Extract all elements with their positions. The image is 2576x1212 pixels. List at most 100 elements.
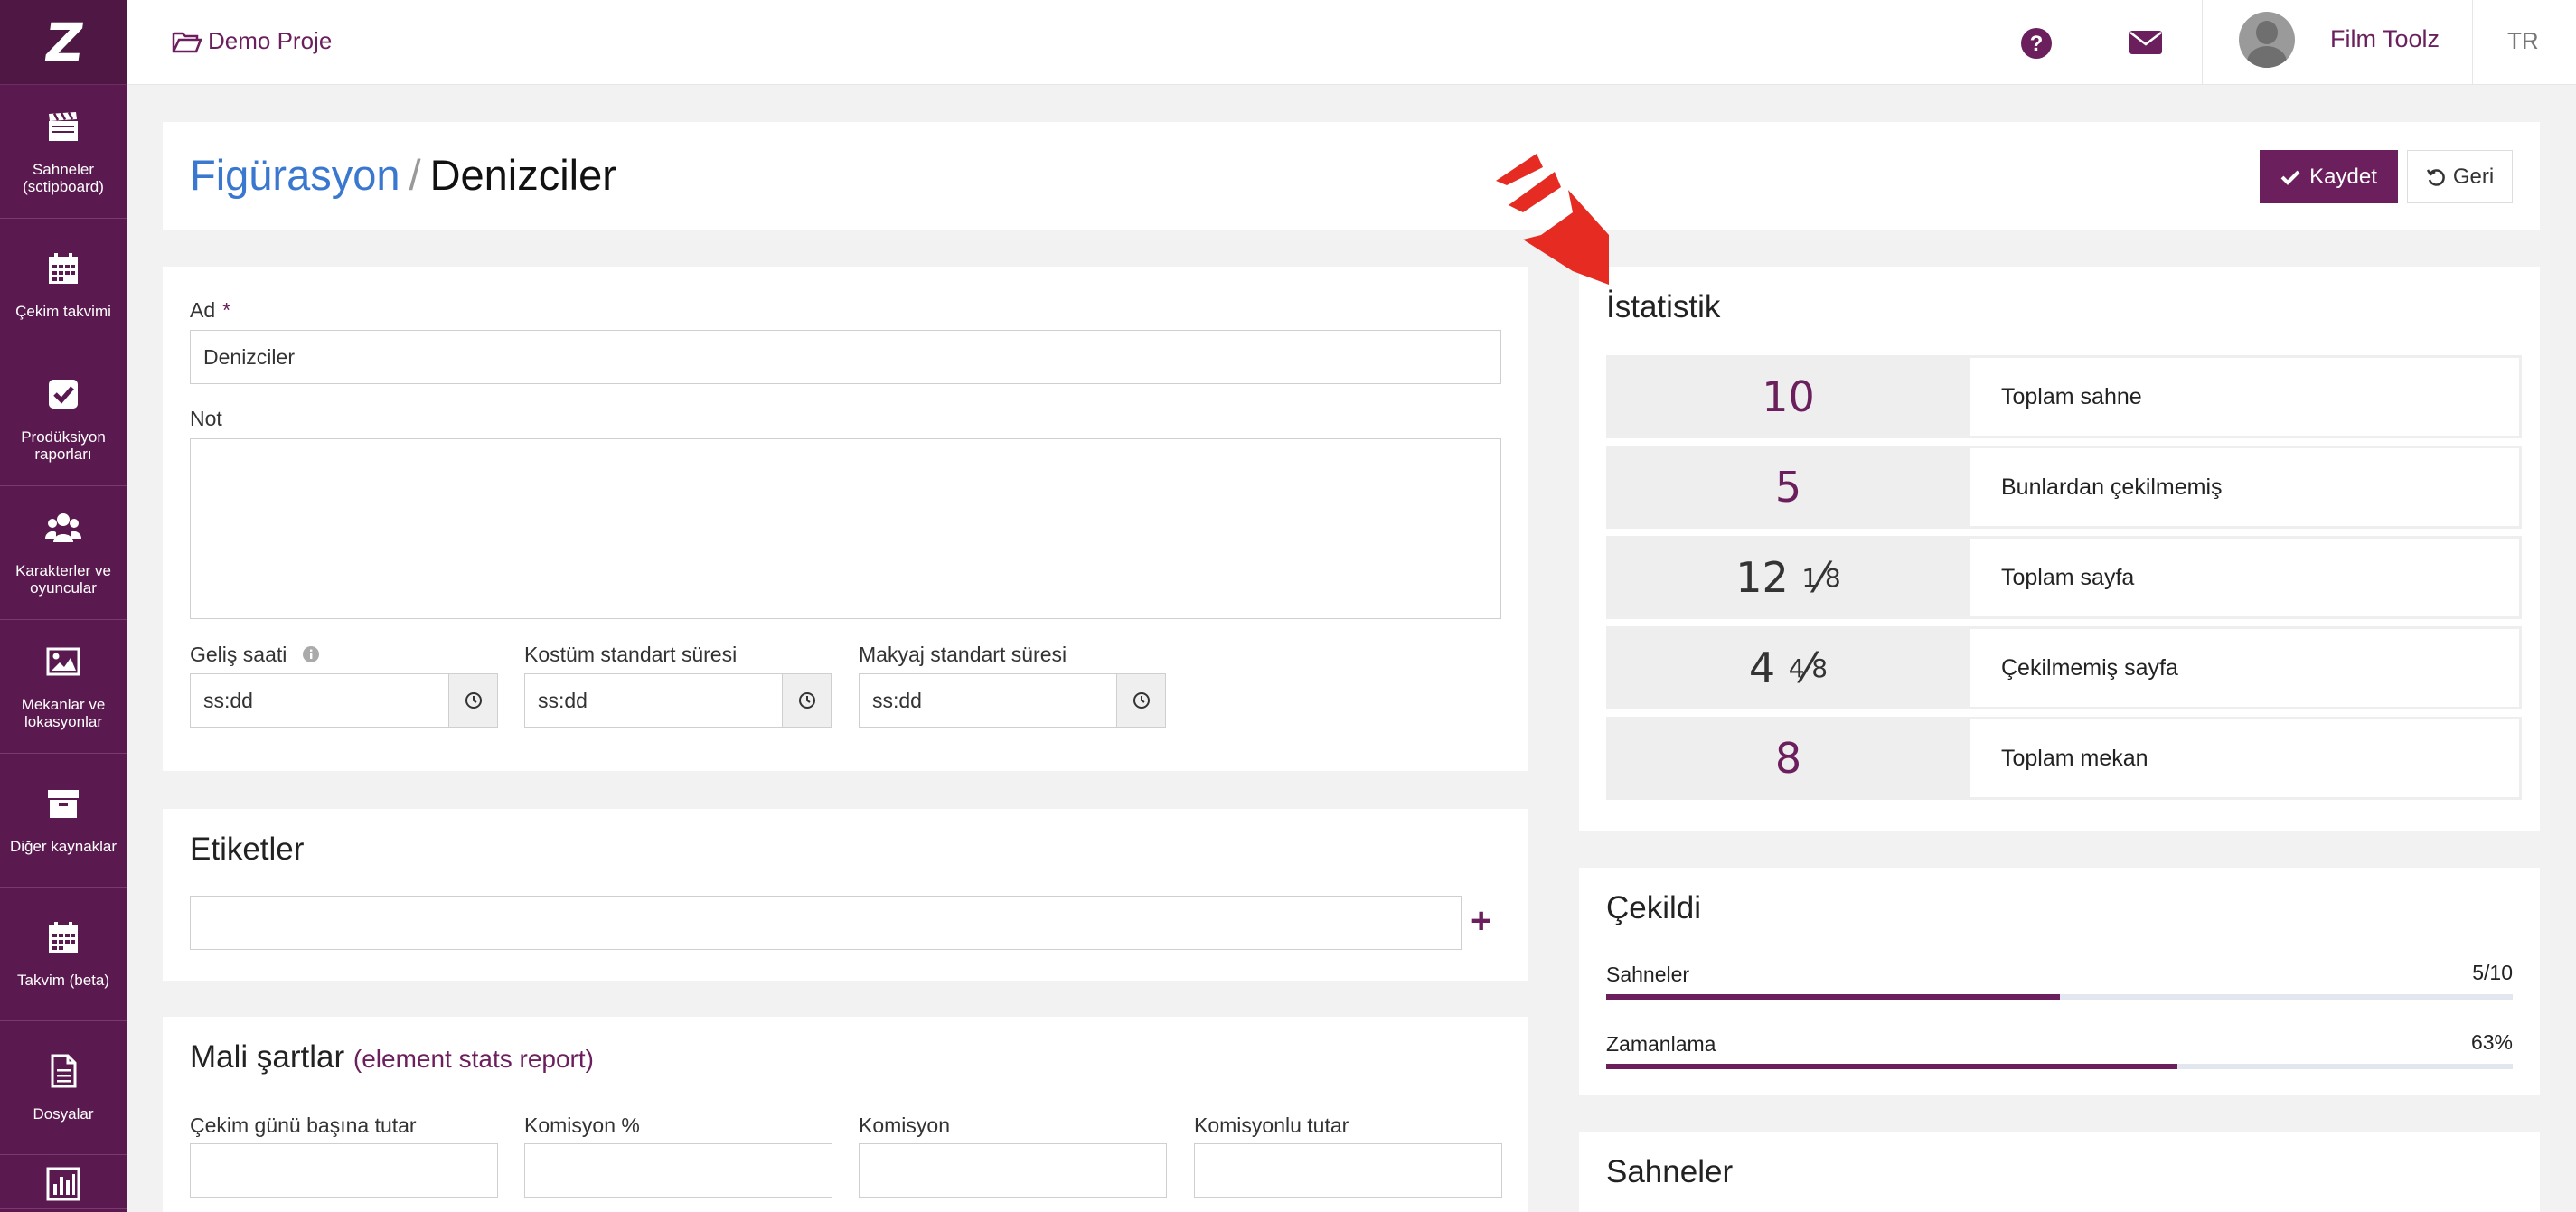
stat-row: 8 Toplam mekan (1606, 717, 2522, 800)
sidebar-item-production-reports[interactable]: Prodüksiyon raporları (0, 352, 127, 486)
required-mark: * (222, 298, 231, 322)
sidebar-item-reports[interactable] (0, 1155, 127, 1209)
costume-time-input[interactable]: ss:dd (524, 673, 783, 728)
tags-title: Etiketler (190, 831, 305, 867)
stat-value: 5 (1606, 446, 1970, 529)
scenes-progress-fill (1606, 994, 2060, 1000)
page-title: Figürasyon / Denizciler (190, 150, 616, 200)
daily-amount-input[interactable] (190, 1143, 498, 1198)
finance-title: Mali şartlar (element stats report) (190, 1039, 594, 1075)
sidebar-item-label: Mekanlar ve lokasyonlar (21, 695, 106, 730)
daily-amount-label: Çekim günü başına tutar (190, 1113, 417, 1137)
info-icon[interactable] (302, 645, 320, 663)
stat-label: Toplam mekan (1970, 717, 2522, 800)
language-selector[interactable]: TR (2507, 27, 2539, 54)
sidebar-item-label: Takvim (beta) (16, 972, 110, 989)
timing-progress-label: Zamanlama (1606, 1032, 1716, 1056)
sidebar-item-shooting-schedule[interactable]: Çekim takvimi (0, 219, 127, 352)
clapperboard-icon (49, 111, 78, 141)
clock-icon[interactable] (782, 673, 832, 728)
stat-value: 12 1 ⁄ 8 (1606, 536, 1970, 619)
shot-progress-panel (1579, 868, 2540, 1095)
timing-progress-fill (1606, 1064, 2177, 1069)
tags-panel (163, 809, 1528, 981)
file-icon (51, 1054, 77, 1088)
shot-title: Çekildi (1606, 890, 1702, 925)
back-button[interactable]: Geri (2407, 150, 2513, 203)
stat-label: Toplam sahne (1970, 355, 2522, 438)
chevron-logo-icon (1496, 154, 1609, 285)
stat-row: 10 Toplam sahne (1606, 355, 2522, 438)
element-stats-report-link[interactable]: (element stats report) (353, 1045, 594, 1073)
sidebar-item-locations[interactable]: Mekanlar ve lokasyonlar (0, 620, 127, 754)
arrival-time-input[interactable]: ss:dd (190, 673, 449, 728)
timing-progress-value: 63% (2470, 1030, 2513, 1054)
top-bar: Demo Proje ? Film Toolz TR (127, 0, 2576, 85)
clock-icon[interactable] (1116, 673, 1166, 728)
stat-label: Bunlardan çekilmemiş (1970, 446, 2522, 529)
add-tag-button[interactable]: + (1471, 901, 1492, 941)
stat-label: Toplam sayfa (1970, 536, 2522, 619)
sidebar-item-files[interactable]: Dosyalar (0, 1021, 127, 1155)
divider (2472, 0, 2473, 85)
commission-amount-label: Komisyonlu tutar (1194, 1113, 1349, 1137)
app-logo[interactable]: Z (0, 0, 127, 85)
timing-progress-bar (1606, 1064, 2513, 1069)
avatar[interactable] (2239, 12, 2295, 68)
sidebar-item-other-resources[interactable]: Diğer kaynaklar (0, 754, 127, 888)
checkbox-icon (49, 379, 78, 409)
commission-percent-input[interactable] (524, 1143, 832, 1198)
breadcrumb-current: Denizciler (429, 151, 616, 199)
commission-amount-input[interactable] (1194, 1143, 1502, 1198)
commission-percent-label: Komisyon % (524, 1113, 640, 1137)
commission-input[interactable] (859, 1143, 1167, 1198)
archive-icon (48, 790, 79, 818)
makeup-time-label: Makyaj standart süresi (859, 643, 1067, 666)
svg-text:?: ? (2030, 32, 2044, 56)
sidebar-item-label: Dosyalar (33, 1105, 94, 1123)
stat-label: Çekilmemiş sayfa (1970, 626, 2522, 709)
sidebar-item-calendar-beta[interactable]: Takvim (beta) (0, 888, 127, 1021)
scenes-title: Sahneler (1606, 1154, 1734, 1189)
name-field[interactable]: Denizciler (190, 330, 1501, 384)
statistics-title: İstatistik (1606, 289, 1721, 324)
sidebar-item-scenes[interactable]: Sahneler (sctipboard) (0, 85, 127, 219)
commission-label: Komisyon (859, 1113, 950, 1137)
sidebar-item-label: Sahneler (sctipboard) (23, 160, 104, 195)
arrival-time-label: Geliş saati (190, 643, 320, 667)
user-name[interactable]: Film Toolz (2330, 25, 2440, 52)
breadcrumb-link[interactable]: Figürasyon (190, 151, 400, 199)
stat-value: 8 (1606, 717, 1970, 800)
back-label: Geri (2452, 164, 2495, 189)
save-button[interactable]: Kaydet (2260, 150, 2398, 203)
scenes-progress-label: Sahneler (1606, 963, 1690, 986)
costume-time-label: Kostüm standart süresi (524, 643, 738, 666)
stat-row: 4 4 ⁄ 8 Çekilmemiş sayfa (1606, 626, 2522, 709)
stat-row: 12 1 ⁄ 8 Toplam sayfa (1606, 536, 2522, 619)
sidebar: Z Sahneler (sctipboard) Çekim takvimi Pr… (0, 0, 127, 1212)
scenes-progress-value: 5/10 (2472, 961, 2513, 984)
scenes-progress-bar (1606, 994, 2513, 1000)
clock-icon[interactable] (448, 673, 498, 728)
breadcrumb-separator: / (409, 151, 421, 199)
sidebar-item-characters[interactable]: Karakterler ve oyuncular (0, 486, 127, 620)
envelope-icon[interactable] (2129, 29, 2163, 56)
title-panel (163, 122, 2540, 230)
stat-value: 10 (1606, 355, 1970, 438)
sidebar-item-label: Çekim takvimi (15, 303, 111, 320)
makeup-time-input[interactable]: ss:dd (859, 673, 1117, 728)
stat-row: 5 Bunlardan çekilmemiş (1606, 446, 2522, 529)
calendar-icon (49, 922, 78, 953)
undo-icon (2426, 168, 2445, 186)
sidebar-item-label: Prodüksiyon raporları (21, 427, 106, 463)
bar-chart-icon (46, 1167, 80, 1201)
note-textarea[interactable] (190, 438, 1501, 619)
divider (2202, 0, 2203, 85)
project-name: Demo Proje (208, 27, 333, 54)
scenes-panel (1579, 1132, 2540, 1212)
project-selector[interactable]: Demo Proje (172, 27, 332, 55)
help-icon[interactable]: ? (2020, 27, 2053, 60)
tags-input[interactable] (190, 896, 1462, 950)
users-icon (45, 512, 81, 542)
stat-value: 4 4 ⁄ 8 (1606, 626, 1970, 709)
